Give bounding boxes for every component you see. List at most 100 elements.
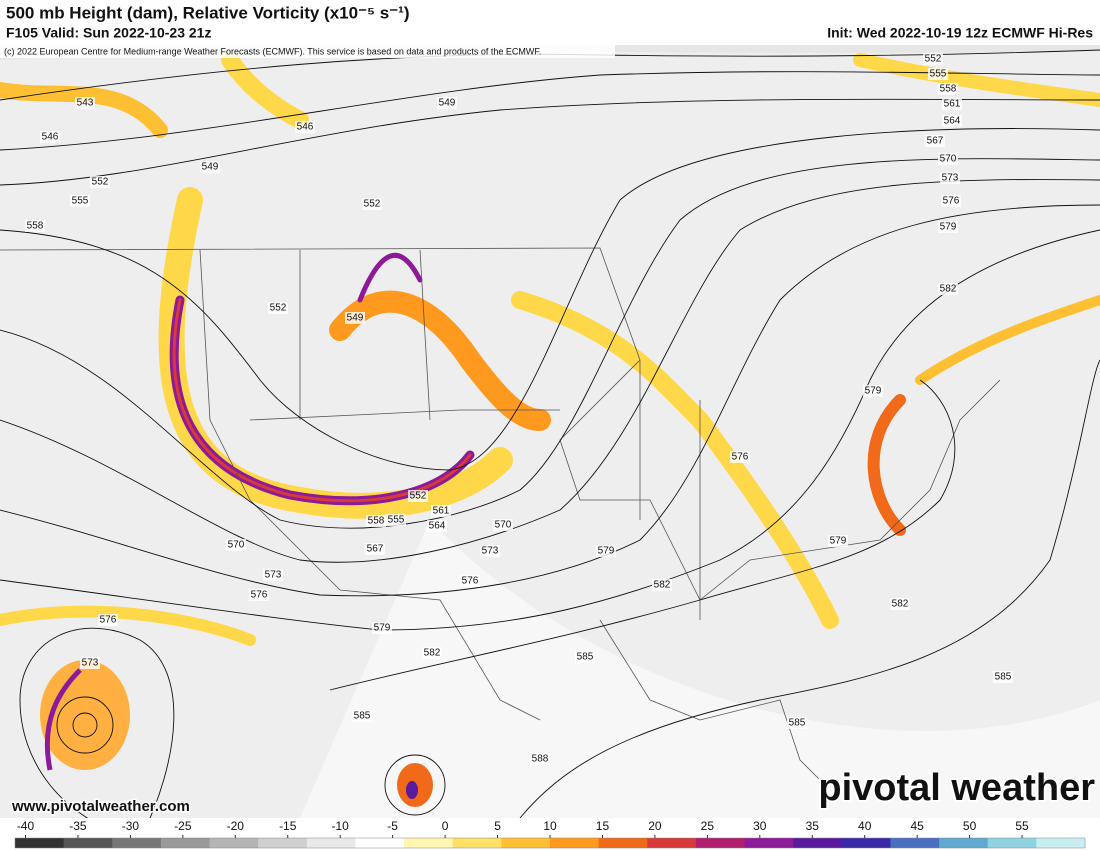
contour-label: 555	[388, 515, 405, 526]
colorbar-tick-label: 20	[648, 819, 662, 833]
colorbar-tick-label: 45	[910, 819, 924, 833]
contour-label: 576	[251, 590, 268, 601]
contour-label-bg	[386, 514, 406, 526]
contour-label-bg	[226, 539, 246, 551]
init-time: Init: Wed 2022-10-19 12z ECMWF Hi-Res	[827, 25, 1093, 41]
contour-label: 546	[42, 132, 59, 143]
contour-label-bg	[345, 312, 365, 324]
contour-label-bg	[942, 98, 962, 110]
contour-label: 549	[439, 98, 456, 109]
contour-label: 582	[654, 580, 671, 591]
contour-label: 549	[202, 162, 219, 173]
map-title: 500 mb Height (dam), Relative Vorticity …	[6, 3, 410, 22]
colorbar-tick-label: -35	[69, 819, 87, 833]
contour-label: 564	[944, 116, 961, 127]
copyright: (c) 2022 European Centre for Medium-rang…	[4, 46, 541, 56]
contour-label-bg	[652, 579, 672, 591]
contour-label: 552	[364, 199, 381, 210]
contour-label: 585	[577, 652, 594, 663]
contour-label: 579	[940, 222, 957, 233]
contour-label-bg	[480, 545, 500, 557]
contour-label-bg	[431, 505, 451, 517]
contour-label: 558	[368, 516, 385, 527]
header-bar	[0, 0, 1100, 45]
contour-label: 582	[940, 284, 957, 295]
contour-label: 555	[72, 196, 89, 207]
contour-label-bg	[200, 161, 220, 173]
contour-label: 576	[732, 452, 749, 463]
contour-label: 567	[927, 136, 944, 147]
contour-label: 576	[462, 576, 479, 587]
colorbar-segment	[695, 838, 746, 848]
contour-label-bg	[422, 647, 442, 659]
colorbar-tick-label: -40	[17, 819, 35, 833]
contour-label: 585	[354, 711, 371, 722]
contour-label: 582	[424, 648, 441, 659]
colorbar-tick-label: 25	[701, 819, 715, 833]
colorbar-segment	[890, 838, 940, 848]
contour-label: 555	[930, 69, 947, 80]
contour-label-bg	[940, 172, 960, 184]
colorbar-segment	[160, 838, 211, 848]
colorbar-segment	[939, 838, 989, 848]
contour-label: 543	[77, 98, 94, 109]
contour-label: 552	[410, 491, 427, 502]
contour-label-bg	[493, 519, 513, 531]
colorbar-segment	[404, 838, 454, 848]
contour-label-bg	[730, 451, 750, 463]
colorbar-segment	[15, 838, 65, 848]
contour-label: 546	[297, 122, 314, 133]
colorbar-tick-label: 55	[1015, 819, 1029, 833]
contour-label-bg	[928, 68, 948, 80]
colorbar-tick-label: 30	[753, 819, 767, 833]
contour-label: 579	[865, 386, 882, 397]
contour-label: 570	[495, 520, 512, 531]
colorbar-tick-label: -30	[122, 819, 140, 833]
colorbar-segment	[112, 838, 162, 848]
contour-label-bg	[366, 515, 386, 527]
contour-label-bg	[75, 97, 95, 109]
colorbar-segment	[209, 838, 259, 848]
contour-label: 567	[367, 544, 384, 555]
contour-label-bg	[863, 385, 883, 397]
colorbar-segment	[598, 838, 648, 848]
colorbar-tick-label: 10	[543, 819, 557, 833]
contour-label: 585	[789, 718, 806, 729]
colorbar-tick-label: 5	[494, 819, 501, 833]
colorbar-segment	[306, 838, 356, 848]
contour-label-bg	[362, 198, 382, 210]
colorbar-segment	[841, 838, 891, 848]
contour-label: 579	[598, 546, 615, 557]
contour-label: 570	[228, 540, 245, 551]
colorbar-tick-label: 0	[442, 819, 449, 833]
contour-label: 573	[82, 658, 99, 669]
contour-label: 558	[27, 221, 44, 232]
contour-label: 561	[433, 506, 450, 517]
contour-label-bg	[938, 221, 958, 233]
contour-label-bg	[437, 97, 457, 109]
colorbar-tick-label: 50	[963, 819, 977, 833]
colorbar-segment	[744, 838, 794, 848]
contour-label-bg	[787, 717, 807, 729]
colorbar-tick-label: -20	[227, 819, 245, 833]
colorbar-tick-label: 35	[806, 819, 820, 833]
colorbar-segment	[987, 838, 1037, 848]
colorbar-segment	[63, 838, 113, 848]
contour-label-bg	[460, 575, 480, 587]
contour-label-bg	[268, 302, 288, 314]
copyright-bg	[0, 45, 615, 58]
colorbar-tick-label: 15	[596, 819, 610, 833]
contour-label-bg	[295, 121, 315, 133]
colorbar-tick-label: -25	[174, 819, 192, 833]
contour-label-bg	[249, 589, 269, 601]
contour-label-bg	[828, 535, 848, 547]
colorbar-segment	[647, 838, 697, 848]
contour-label-bg	[923, 53, 943, 65]
contour-label-bg	[938, 153, 958, 165]
contour-label-bg	[70, 195, 90, 207]
contour-label-bg	[942, 115, 962, 127]
contour-label: 552	[92, 177, 109, 188]
contour-labels: 5435465495525555585465495525525495525555…	[25, 53, 1013, 765]
